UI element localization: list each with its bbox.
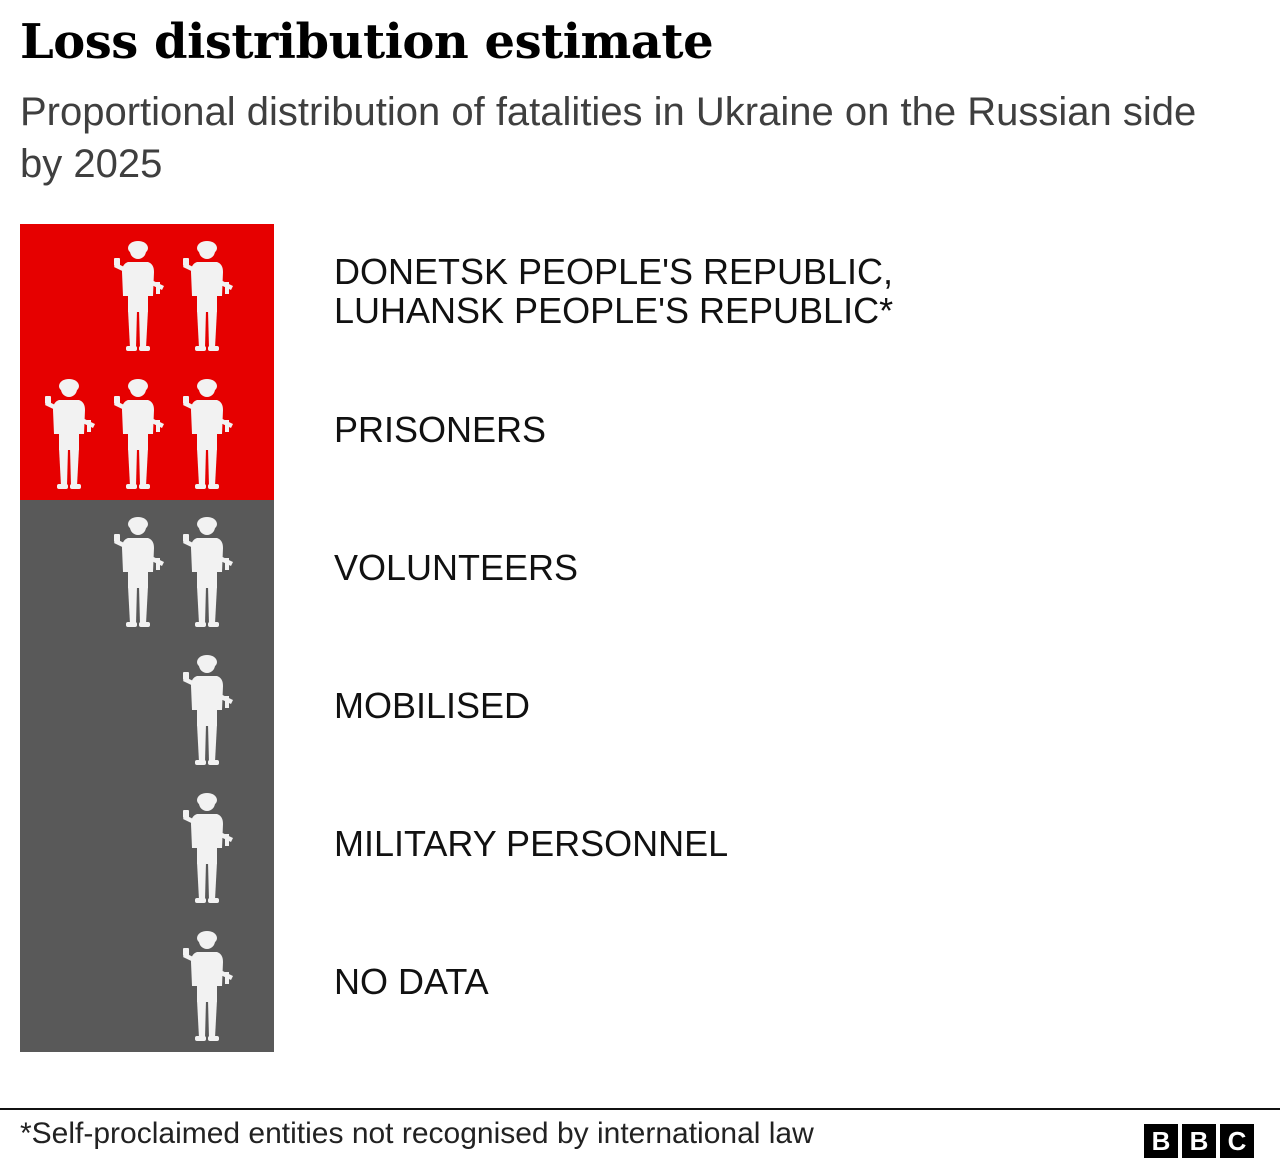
chart-title: Loss distribution estimate: [20, 14, 714, 70]
category-label: MILITARY PERSONNEL: [334, 822, 729, 864]
soldier-icon: [183, 241, 233, 351]
pictogram-chart: DONETSK PEOPLE'S REPUBLIC, LUHANSK PEOPL…: [20, 224, 1260, 1054]
footer-rule: [0, 1108, 1280, 1110]
logo-letter-c: C: [1220, 1124, 1254, 1158]
logo-letter-b1: B: [1144, 1124, 1178, 1158]
category-label: VOLUNTEERS: [334, 546, 579, 588]
category-label: MOBILISED: [334, 684, 531, 726]
soldier-icon: [114, 517, 164, 627]
category-label: PRISONERS: [334, 408, 547, 450]
bbc-logo: B B C: [1144, 1124, 1254, 1158]
soldier-icon: [45, 379, 95, 489]
footnote: *Self-proclaimed entities not recognised…: [20, 1117, 814, 1150]
soldier-icon: [183, 931, 233, 1041]
soldier-icon: [183, 379, 233, 489]
category-label: DONETSK PEOPLE'S REPUBLIC, LUHANSK PEOPL…: [334, 251, 894, 331]
soldier-icon: [183, 517, 233, 627]
chart-subtitle: Proportional distribution of fatalities …: [20, 90, 1197, 186]
soldier-icon: [183, 655, 233, 765]
soldier-icon: [114, 241, 164, 351]
soldier-icon: [114, 379, 164, 489]
soldier-icon: [183, 793, 233, 903]
category-label: NO DATA: [334, 960, 489, 1002]
logo-letter-b2: B: [1182, 1124, 1216, 1158]
pictogram-svg: [20, 224, 274, 1052]
